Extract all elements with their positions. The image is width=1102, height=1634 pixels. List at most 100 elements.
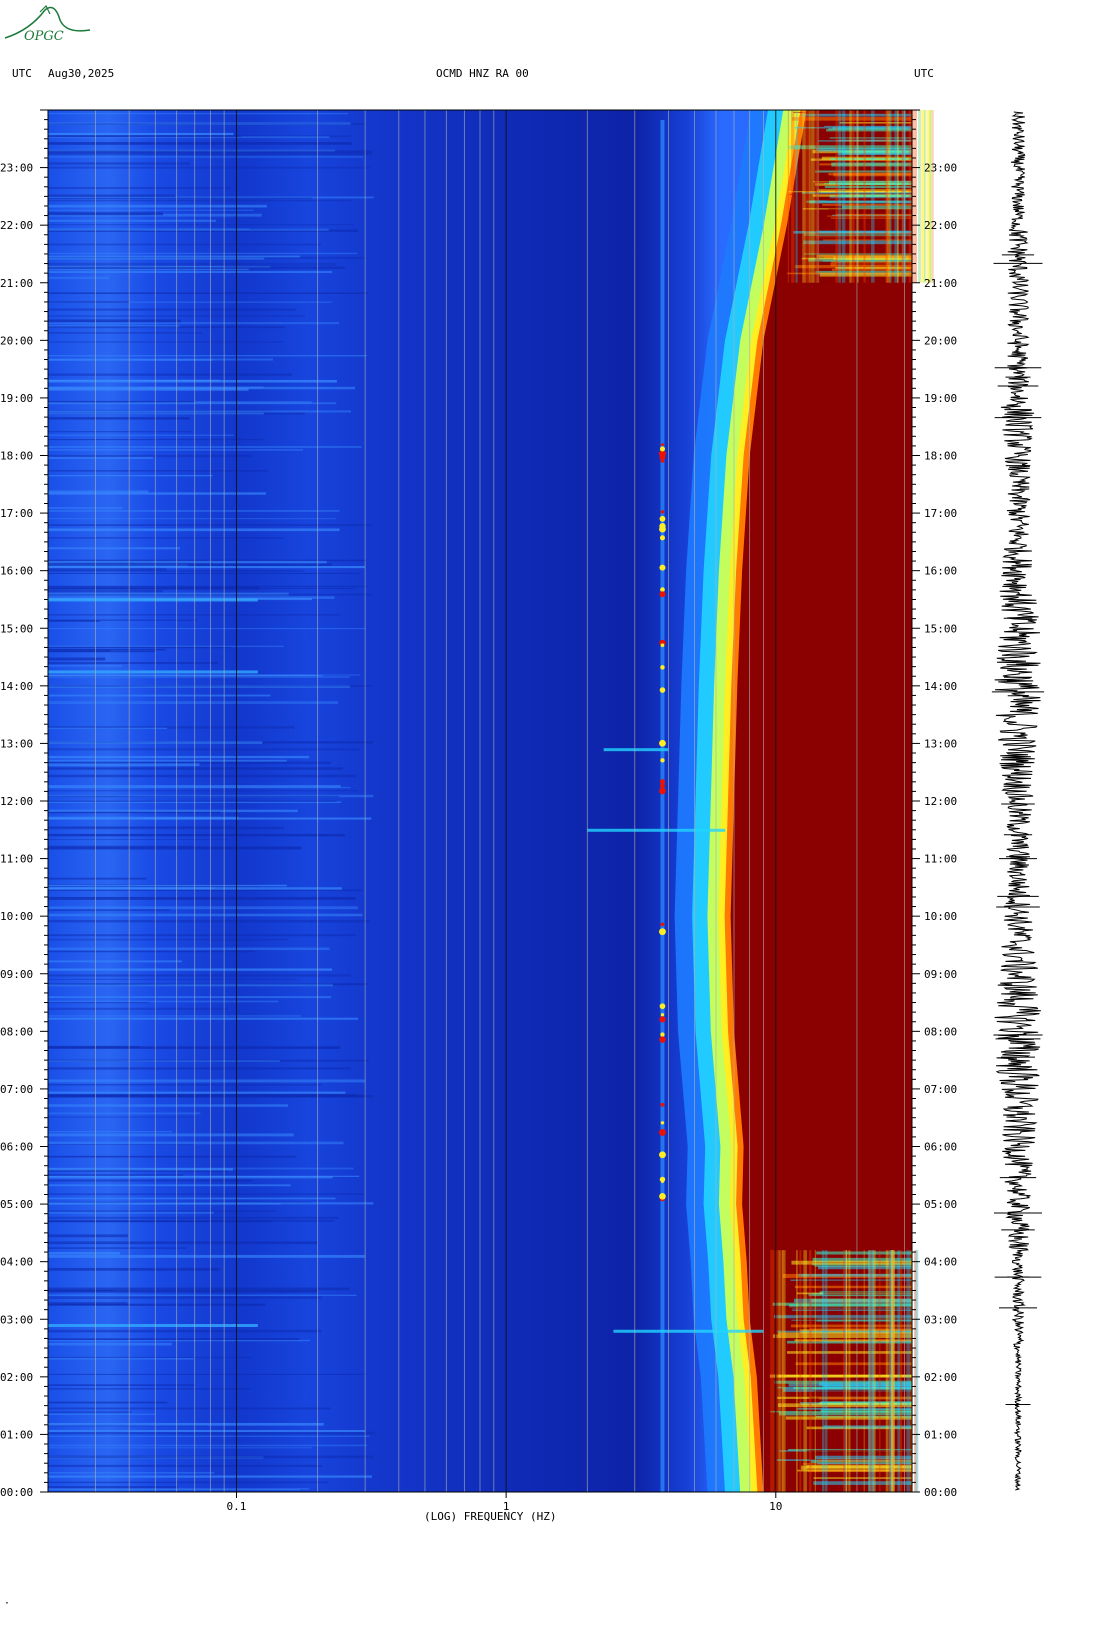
noise-column bbox=[809, 1250, 812, 1492]
noise-streak bbox=[48, 909, 170, 912]
y-tick-label-right: 08:00 bbox=[924, 1025, 957, 1038]
noise-streak bbox=[48, 646, 232, 649]
noise-streak bbox=[48, 136, 330, 139]
noise-column bbox=[838, 110, 841, 283]
noise-band bbox=[816, 1251, 912, 1255]
noise-band bbox=[778, 1403, 912, 1408]
noise-band bbox=[827, 215, 912, 217]
noise-band bbox=[818, 1397, 912, 1400]
noise-band bbox=[819, 1381, 912, 1386]
noise-band bbox=[819, 272, 912, 277]
noise-streak bbox=[48, 568, 167, 571]
noise-column bbox=[795, 110, 798, 283]
noise-band bbox=[841, 194, 912, 198]
noise-streak bbox=[48, 726, 295, 729]
noise-streak bbox=[48, 431, 192, 433]
noise-streak bbox=[48, 319, 181, 323]
noise-band bbox=[830, 217, 912, 219]
noise-band bbox=[829, 137, 912, 139]
noise-band bbox=[841, 205, 912, 210]
noise-streak bbox=[48, 212, 164, 216]
noise-streak bbox=[48, 1373, 367, 1375]
noise-column bbox=[808, 110, 811, 283]
noise-band bbox=[795, 1354, 912, 1357]
noise-streak bbox=[48, 1116, 197, 1118]
noise-band bbox=[815, 170, 912, 173]
noise-band bbox=[809, 1328, 912, 1331]
noise-streak bbox=[48, 676, 350, 678]
footer-mark: · bbox=[4, 1598, 11, 1609]
noise-streak bbox=[48, 809, 298, 813]
noise-column bbox=[890, 1250, 893, 1492]
spectral-line-blob bbox=[659, 779, 666, 785]
y-tick-label-right: 22:00 bbox=[924, 219, 957, 232]
noise-column bbox=[914, 1250, 918, 1492]
noise-streak bbox=[48, 1481, 329, 1484]
noise-streak bbox=[48, 1358, 194, 1360]
noise-band bbox=[798, 1317, 912, 1321]
spectral-line-blob bbox=[659, 591, 666, 598]
noise-streak bbox=[48, 1094, 367, 1098]
noise-streak bbox=[48, 1303, 266, 1306]
noise-streak bbox=[48, 1388, 251, 1390]
noise-band bbox=[818, 140, 912, 142]
noise-band bbox=[798, 1273, 912, 1277]
noise-band bbox=[793, 230, 912, 234]
y-tick-label-right: 07:00 bbox=[924, 1083, 957, 1096]
noise-streak bbox=[48, 1175, 333, 1179]
noise-streak bbox=[48, 301, 332, 303]
y-tick-label-right: 18:00 bbox=[924, 450, 957, 463]
spectral-line-blob bbox=[660, 922, 665, 927]
noise-band bbox=[815, 1455, 912, 1460]
noise-streak bbox=[48, 1430, 366, 1433]
noise-band bbox=[778, 1332, 912, 1335]
noise-column bbox=[822, 1250, 825, 1492]
noise-column bbox=[868, 1250, 871, 1492]
y-tick-label-left: 11:00 bbox=[0, 853, 33, 866]
noise-streak bbox=[48, 1252, 120, 1255]
y-tick-label-right: 23:00 bbox=[924, 162, 957, 175]
noise-column bbox=[803, 1250, 807, 1492]
noise-band bbox=[823, 256, 912, 259]
noise-band bbox=[785, 1416, 912, 1420]
noise-band bbox=[790, 1324, 912, 1328]
noise-band bbox=[793, 1253, 912, 1256]
noise-streak bbox=[48, 1413, 155, 1415]
noise-streak bbox=[48, 1455, 264, 1459]
noise-streak bbox=[48, 996, 332, 999]
noise-streak bbox=[48, 255, 301, 258]
noise-column bbox=[796, 1250, 798, 1492]
noise-streak bbox=[48, 649, 112, 652]
noise-band bbox=[828, 128, 912, 130]
noise-streak bbox=[48, 560, 327, 564]
noise-band bbox=[787, 191, 912, 193]
noise-streak bbox=[48, 1155, 296, 1158]
noise-streak bbox=[48, 947, 330, 951]
noise-streak bbox=[48, 619, 198, 621]
noise-band bbox=[770, 1411, 912, 1413]
y-tick-label-left: 08:00 bbox=[0, 1025, 33, 1038]
noise-streak bbox=[48, 1104, 289, 1107]
noise-streak bbox=[48, 199, 352, 202]
noise-band bbox=[804, 253, 912, 255]
noise-band bbox=[823, 183, 912, 185]
noise-column bbox=[787, 110, 790, 283]
noise-streak bbox=[48, 1079, 365, 1083]
noise-column bbox=[917, 110, 921, 283]
spectral-line-blob bbox=[660, 1129, 665, 1135]
noise-column bbox=[844, 1250, 847, 1492]
event-streak bbox=[587, 828, 726, 832]
noise-band bbox=[816, 254, 912, 258]
noise-streak bbox=[48, 252, 358, 255]
noise-band bbox=[805, 1450, 912, 1455]
noise-streak bbox=[48, 645, 284, 647]
noise-streak bbox=[48, 816, 239, 820]
noise-streak bbox=[48, 1464, 323, 1467]
noise-column bbox=[835, 110, 838, 283]
noise-column bbox=[871, 1250, 875, 1492]
noise-streak bbox=[48, 528, 340, 532]
y-tick-label-left: 22:00 bbox=[0, 219, 33, 232]
noise-streak bbox=[48, 1290, 318, 1293]
spectral-line-blob bbox=[660, 443, 664, 447]
noise-band bbox=[790, 1279, 912, 1281]
